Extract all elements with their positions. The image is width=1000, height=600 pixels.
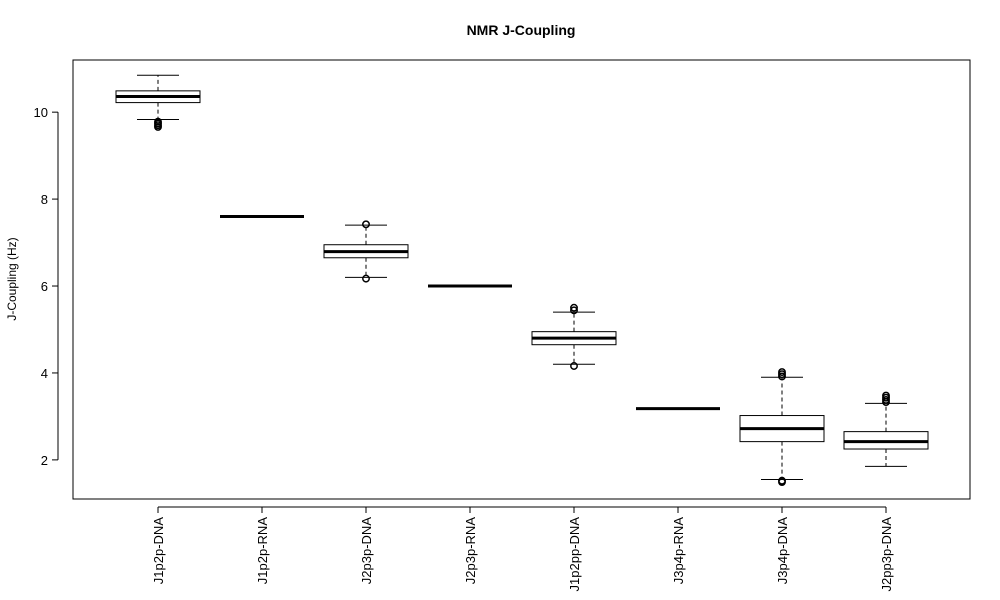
box-j1p2p-dna [115,74,201,131]
y-tick-label: 2 [41,453,48,468]
outlier-point [778,478,786,486]
y-tick-label: 4 [41,366,48,381]
outlier-point [362,220,370,229]
x-category-label: J2p3p-RNA [463,517,478,585]
outlier-point [154,122,162,131]
outlier-point [570,362,578,370]
outlier-point [570,306,578,315]
x-axis: J1p2p-DNA J1p2p-RNA J2p3p-DNA J2p3p-RNA J1p2… [151,506,894,592]
box-j2p3p-dna [323,220,409,283]
outlier-point [362,274,370,283]
x-category-label: J2p3p-DNA [359,517,374,585]
box-j3p4p-dna [739,368,825,486]
x-category-label: J3p4p-DNA [775,517,790,585]
chart-title: NMR J-Coupling [467,22,576,38]
box-j1p2pp-dna [531,303,617,370]
y-tick-label: 6 [41,279,48,294]
y-tick-label: 8 [41,192,48,207]
x-category-label: J2pp3p-DNA [879,517,894,592]
y-tick-label: 10 [34,105,48,120]
outlier-point [778,372,786,381]
box-series [115,74,929,486]
outlier-point [882,398,890,407]
outlier-point [570,303,578,312]
x-category-label: J1p2pp-DNA [567,517,582,592]
x-category-label: J3p4p-RNA [671,517,686,585]
y-axis-label: J-Coupling (Hz) [5,237,19,320]
x-category-label: J1p2p-DNA [151,517,166,585]
plot-frame [72,59,971,500]
box-j2pp3p-dna [843,391,929,467]
y-axis: 2 4 6 8 10 [34,105,59,468]
x-category-label: J1p2p-RNA [255,517,270,585]
